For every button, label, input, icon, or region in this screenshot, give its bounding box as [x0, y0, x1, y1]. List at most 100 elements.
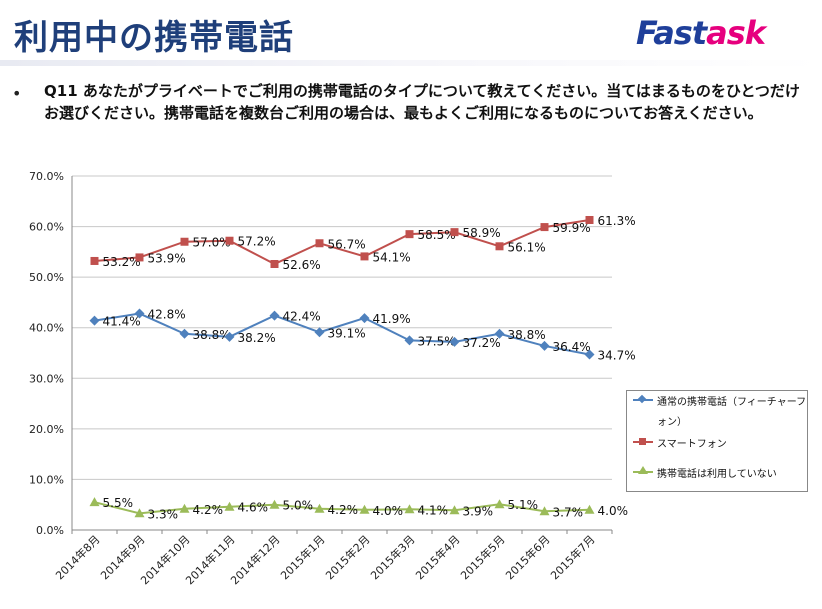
data-point — [135, 253, 144, 262]
data-label: 53.9% — [148, 251, 186, 265]
series-line — [94, 312, 590, 356]
y-tick-label: 70.0% — [29, 170, 64, 183]
legend-label: 通常の携帯電話（フィーチャーフォン） — [657, 397, 807, 428]
y-tick-label: 10.0% — [29, 473, 64, 486]
data-point — [494, 499, 505, 509]
data-label: 56.7% — [328, 237, 366, 251]
data-label: 36.4% — [553, 340, 591, 354]
data-label: 39.1% — [328, 326, 366, 340]
data-point — [360, 252, 369, 261]
data-point — [134, 308, 145, 319]
data-point — [224, 501, 235, 511]
data-label: 59.9% — [553, 221, 591, 235]
data-label: 56.1% — [508, 240, 546, 254]
y-tick-label: 60.0% — [29, 221, 64, 234]
data-label: 5.1% — [508, 498, 539, 512]
data-label: 4.1% — [418, 503, 449, 517]
data-label: 54.1% — [373, 250, 411, 264]
data-point — [89, 497, 100, 507]
data-point — [404, 335, 415, 346]
data-label: 3.3% — [148, 507, 179, 521]
data-point — [314, 327, 325, 338]
data-point — [180, 237, 189, 246]
data-label: 37.2% — [463, 336, 501, 350]
data-label: 53.2% — [103, 255, 141, 269]
data-point — [540, 223, 549, 232]
data-point — [315, 239, 324, 248]
y-tick-label: 20.0% — [29, 423, 64, 436]
data-point — [225, 236, 234, 245]
data-point — [270, 259, 279, 268]
data-point — [449, 336, 460, 347]
legend-label: スマートフォン — [657, 439, 727, 450]
logo-ask: ask — [706, 14, 766, 52]
data-point — [134, 508, 145, 518]
data-label: 5.5% — [103, 496, 134, 510]
triangle-marker-icon — [638, 466, 648, 474]
data-point — [494, 328, 505, 339]
data-label: 4.2% — [193, 503, 224, 517]
data-label: 52.6% — [283, 258, 321, 272]
header-divider — [0, 60, 822, 66]
data-label: 57.2% — [238, 235, 276, 249]
data-point — [539, 506, 550, 516]
data-point — [405, 230, 414, 239]
fastask-logo: Fastask — [636, 14, 766, 52]
data-point — [404, 504, 415, 514]
x-tick-label: 2015年3月 — [367, 532, 417, 582]
data-point — [179, 328, 190, 339]
data-label: 4.0% — [373, 504, 404, 518]
logo-fast: Fast — [636, 14, 707, 52]
data-label: 58.9% — [463, 226, 501, 240]
data-label: 3.7% — [553, 505, 584, 519]
data-point — [495, 242, 504, 251]
data-label: 38.8% — [193, 328, 231, 342]
data-label: 61.3% — [598, 214, 636, 228]
square-marker-icon — [639, 438, 646, 445]
x-tick-label: 2015年2月 — [322, 532, 372, 582]
data-point — [450, 228, 459, 237]
diamond-marker-icon — [637, 394, 647, 404]
data-point — [224, 331, 235, 342]
data-label: 4.0% — [598, 504, 629, 518]
data-label: 58.5% — [418, 228, 456, 242]
page-title: 利用中の携帯電話 — [14, 18, 294, 58]
data-point — [539, 340, 550, 351]
series-line — [94, 219, 590, 266]
question-text: Q11 あなたがプライベートでご利用の携帯電話のタイプについて教えてください。当… — [44, 82, 800, 122]
data-label: 57.0% — [193, 236, 231, 250]
y-tick-label: 0.0% — [36, 524, 64, 537]
chart-legend: 通常の携帯電話（フィーチャーフォン） スマートフォン 携帯電話は利用していない — [626, 390, 808, 492]
data-point — [90, 256, 99, 265]
y-tick-label: 50.0% — [29, 271, 64, 284]
data-label: 41.9% — [373, 312, 411, 326]
data-point — [449, 505, 460, 515]
data-point — [269, 310, 280, 321]
x-tick-label: 2015年4月 — [412, 532, 462, 582]
data-label: 4.6% — [238, 501, 269, 515]
data-label: 3.9% — [463, 504, 494, 518]
x-tick-label: 2014年8月 — [52, 532, 102, 582]
data-label: 41.4% — [103, 315, 141, 329]
data-label: 37.5% — [418, 334, 456, 348]
series-line — [94, 501, 590, 515]
data-label: 34.7% — [598, 349, 636, 363]
data-label: 42.8% — [148, 308, 186, 322]
data-label: 5.0% — [283, 499, 314, 513]
data-label: 4.2% — [328, 503, 359, 517]
y-tick-label: 30.0% — [29, 372, 64, 385]
data-point — [269, 499, 280, 509]
y-tick-label: 40.0% — [29, 322, 64, 335]
x-tick-label: 2015年1月 — [277, 532, 327, 582]
data-label: 38.8% — [508, 328, 546, 342]
x-tick-label: 2015年6月 — [502, 532, 552, 582]
data-point — [585, 215, 594, 224]
data-label: 38.2% — [238, 331, 276, 345]
data-point — [359, 504, 370, 514]
x-tick-label: 2015年5月 — [457, 532, 507, 582]
data-point — [584, 504, 595, 514]
data-point — [179, 503, 190, 513]
bullet: • — [12, 84, 22, 103]
x-tick-label: 2015年7月 — [547, 532, 597, 582]
